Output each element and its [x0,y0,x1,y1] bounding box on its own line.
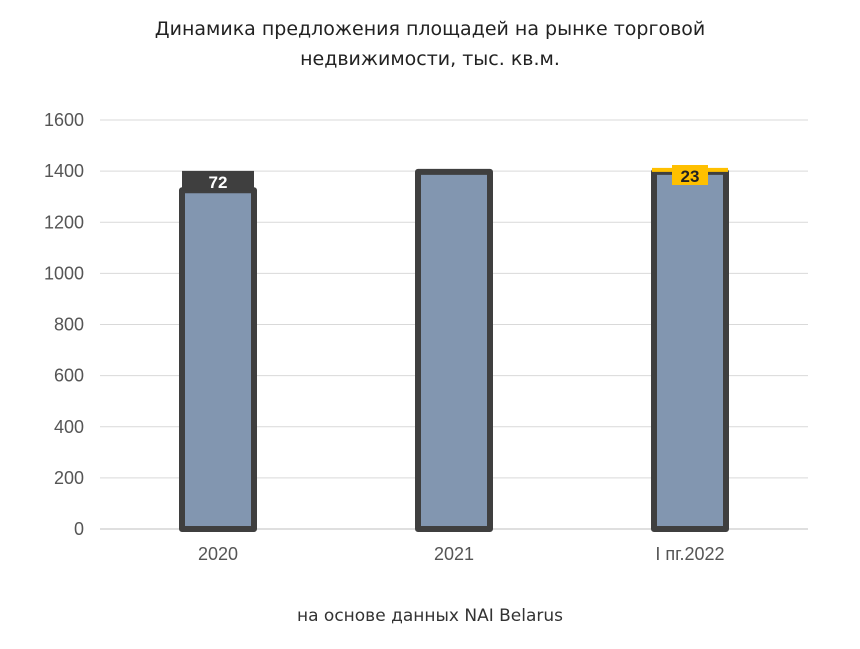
x-tick-label-3: I пг.2022 [655,544,724,564]
y-tick-label-1200: 1200 [44,212,84,232]
y-tick-label-400: 400 [54,417,84,437]
increment-band-3 [652,167,728,172]
y-tick-label-1000: 1000 [44,263,84,283]
x-tick-label-2: 2021 [434,544,474,564]
bar-2 [415,168,493,532]
y-tick-label-1600: 1600 [44,110,84,130]
y-tick-label-600: 600 [54,366,84,386]
data-label-1: 72 [209,173,228,192]
chart-title-line-1: Динамика предложения площадей на рынке т… [154,18,706,40]
chart-title: Динамика предложения площадей на рынке т… [0,14,860,74]
bar-3 [651,168,729,532]
y-axis: 0 200 400 600 800 1000 1200 1400 1600 [44,110,84,539]
y-tick-label-800: 800 [54,315,84,335]
x-tick-label-1: 2020 [198,544,238,564]
x-axis: 2020 2021 I пг.2022 [198,544,725,564]
y-tick-label-0: 0 [74,519,84,539]
data-label-3: 23 [681,167,700,186]
source-note: на основе данных NAI Belarus [296,606,563,626]
increment-box-1 [182,170,254,191]
chart-title-line-2: недвижимости, тыс. кв.м. [300,48,560,70]
y-tick-label-1400: 1400 [44,161,84,181]
y-tick-label-200: 200 [54,468,84,488]
bar-1 [179,187,257,532]
bars: 72 23 [179,165,729,532]
